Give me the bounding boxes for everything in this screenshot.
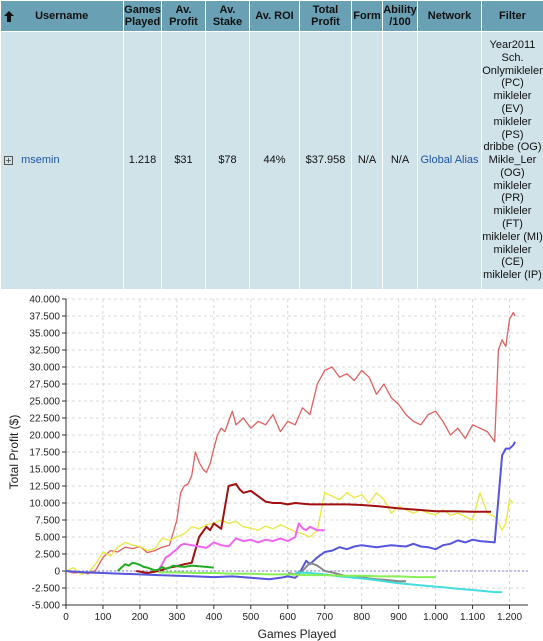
chart-canvas: -5.000 -2.500 0 2.500 5.000 7.500 10.000 12.500… [0, 291, 543, 641]
y-tick-label: 25.000 [29, 397, 60, 408]
x-tick-label: 100 [95, 612, 112, 623]
cell-network: Global Alias [417, 31, 482, 290]
cell-av-profit: $31 [161, 31, 206, 290]
series-line-3 [157, 522, 325, 572]
header-username[interactable]: Username [0, 0, 124, 32]
y-tick-label: 15.000 [29, 465, 60, 476]
x-tick-label: 1.000 [423, 612, 448, 623]
y-tick-label: 20.000 [29, 431, 60, 442]
y-tick-label: 32.500 [29, 346, 60, 357]
series-line-2 [136, 483, 491, 574]
y-tick-label: 12.500 [29, 482, 60, 493]
y-tick-label: -5.000 [32, 601, 61, 612]
cell-av-stake: $78 [205, 31, 250, 290]
cell-ability: N/A [382, 31, 418, 290]
y-tick-label: 17.500 [29, 448, 60, 459]
cell-form: N/A [351, 31, 383, 290]
x-tick-label: 0 [63, 612, 69, 623]
cell-username: + msemin [0, 31, 124, 290]
sort-up-arrow-icon[interactable] [4, 10, 14, 22]
cell-games-played: 1.218 [123, 31, 162, 290]
y-tick-label: 5.000 [35, 533, 60, 544]
y-tick-label: 22.500 [29, 414, 60, 425]
table-row: + msemin 1.218 $31 $78 44% $37.958 N/A N… [0, 31, 543, 290]
series-line-5 [117, 561, 214, 572]
chart-svg: -5.000 -2.500 0 2.500 5.000 7.500 10.000 12.500… [7, 295, 528, 641]
profit-chart: -5.000 -2.500 0 2.500 5.000 7.500 10.000 12.500… [0, 291, 543, 641]
y-tick-label: 30.000 [29, 363, 60, 374]
header-av-profit[interactable]: Av. Profit [161, 0, 206, 32]
x-axis-title: Games Played [258, 627, 337, 641]
header-network[interactable]: Network [417, 0, 482, 32]
series-line-1 [65, 492, 514, 576]
y-tick-label: 7.500 [35, 516, 60, 527]
y-tick-label: 40.000 [29, 295, 60, 306]
series-line-8 [158, 571, 436, 579]
y-tick-label: 27.500 [29, 380, 60, 391]
network-link[interactable]: Global Alias [420, 154, 479, 166]
header-ability[interactable]: Ability /100 [382, 0, 418, 32]
series-line-0 [65, 311, 516, 575]
x-tick-label: 800 [353, 612, 370, 623]
y-tick-label: 35.000 [29, 329, 60, 340]
expand-row-icon[interactable]: + [4, 155, 13, 165]
series-line-4 [65, 441, 516, 581]
header-total-profit[interactable]: Total Profit [299, 0, 352, 32]
y-axis-title: Total Profit ($) [7, 415, 21, 490]
x-tick-label: 1.100 [460, 612, 485, 623]
x-tick-label: 700 [316, 612, 333, 623]
header-games-played[interactable]: Games Played [123, 0, 162, 32]
header-username-label: Username [35, 10, 89, 22]
x-tick-label: 600 [279, 612, 296, 623]
cell-total-profit: $37.958 [299, 31, 352, 290]
x-tick-label: 1.200 [497, 612, 522, 623]
cell-filter: Year2011 Sch. Onlymikleler (PC) mikleler… [481, 31, 543, 290]
x-tick-label: 300 [169, 612, 186, 623]
header-form[interactable]: Form [351, 0, 383, 32]
cell-av-roi: 44% [249, 31, 300, 290]
y-tick-label: 10.000 [29, 499, 60, 510]
y-tick-label: -2.500 [32, 584, 61, 595]
x-tick-label: 200 [132, 612, 149, 623]
x-tick-label: 900 [390, 612, 407, 623]
y-tick-label: 2.500 [35, 550, 60, 561]
y-tick-label: 0 [54, 567, 60, 578]
header-av-stake[interactable]: Av. Stake [205, 0, 250, 32]
header-av-roi[interactable]: Av. ROI [249, 0, 300, 32]
username-link[interactable]: msemin [21, 154, 60, 166]
header-filter[interactable]: Filter [481, 0, 543, 32]
x-tick-label: 400 [205, 612, 222, 623]
stats-table: Username Games Played Av. Profit Av. Sta… [0, 0, 543, 290]
x-tick-label: 500 [242, 612, 259, 623]
y-tick-label: 37.500 [29, 312, 60, 323]
